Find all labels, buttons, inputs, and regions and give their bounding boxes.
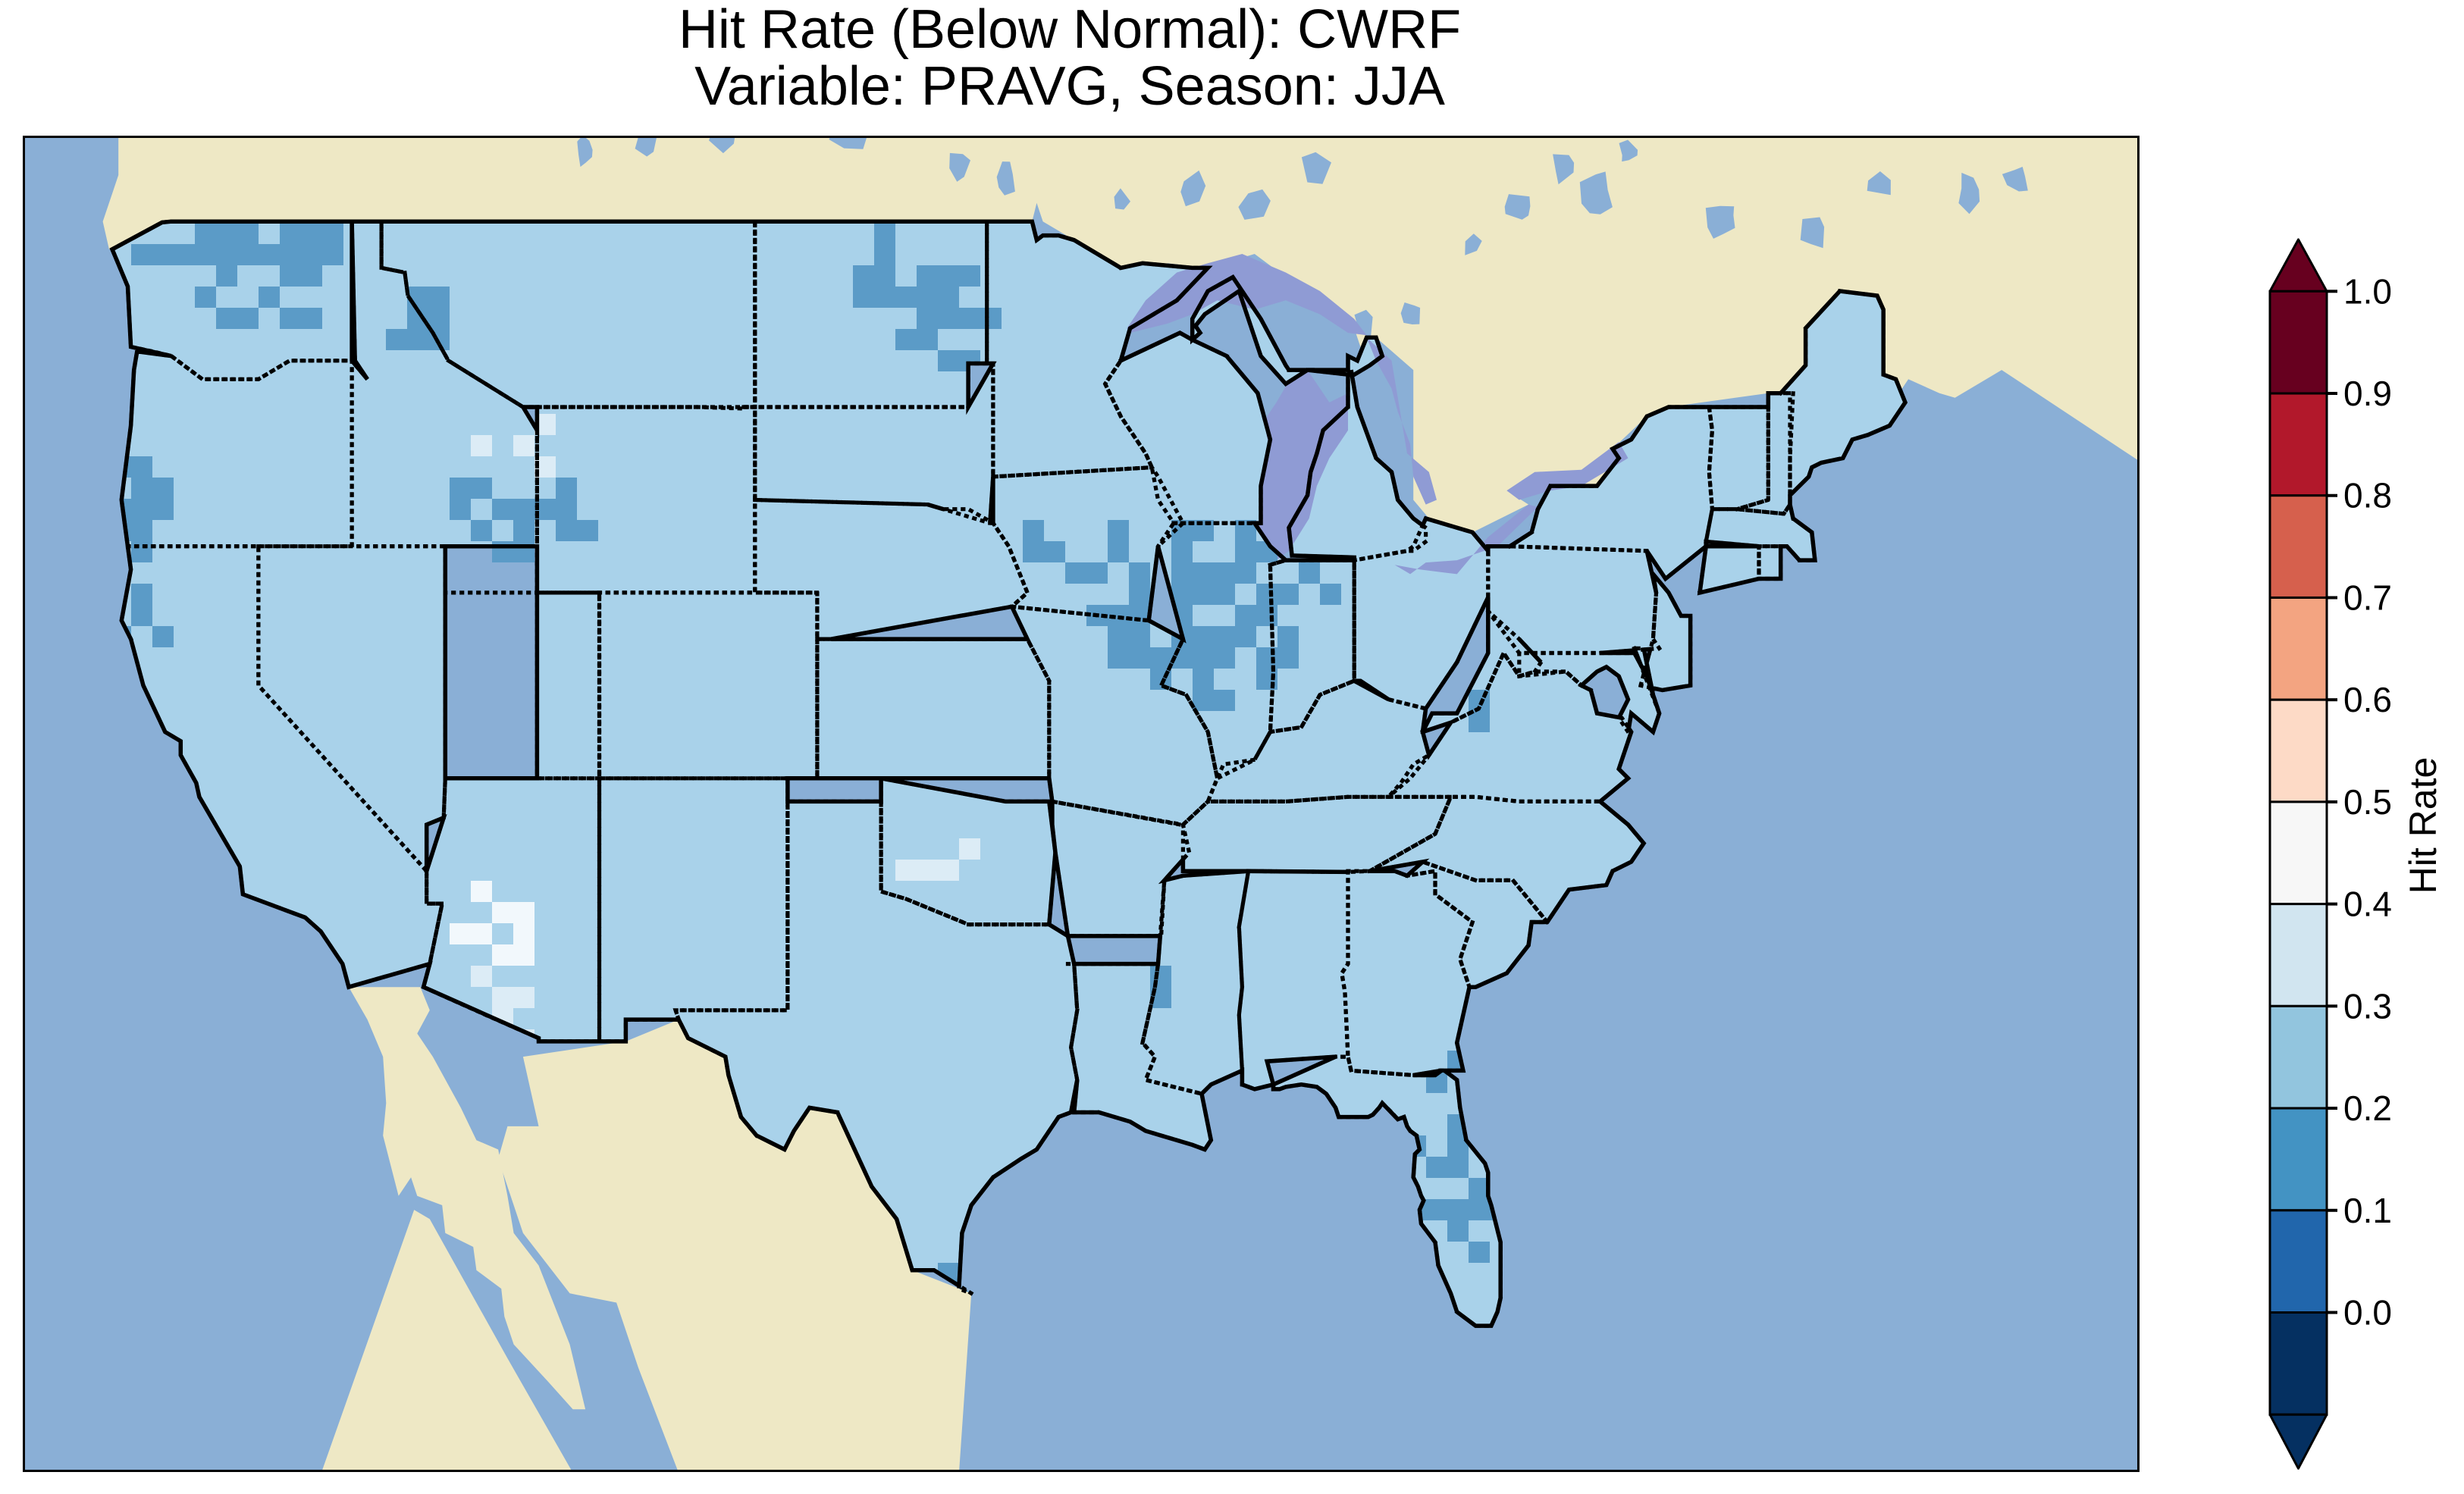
svg-text:0.5: 0.5 bbox=[2343, 782, 2392, 822]
svg-text:0.4: 0.4 bbox=[2343, 885, 2392, 924]
svg-text:0.0: 0.0 bbox=[2343, 1293, 2392, 1333]
svg-text:0.3: 0.3 bbox=[2343, 986, 2392, 1026]
svg-text:0.1: 0.1 bbox=[2343, 1191, 2392, 1230]
svg-text:0.6: 0.6 bbox=[2343, 680, 2392, 719]
svg-text:0.2: 0.2 bbox=[2343, 1088, 2392, 1128]
svg-text:0.8: 0.8 bbox=[2343, 476, 2392, 515]
svg-text:0.7: 0.7 bbox=[2343, 578, 2392, 617]
svg-text:0.9: 0.9 bbox=[2343, 374, 2392, 413]
svg-text:1.0: 1.0 bbox=[2343, 271, 2392, 311]
